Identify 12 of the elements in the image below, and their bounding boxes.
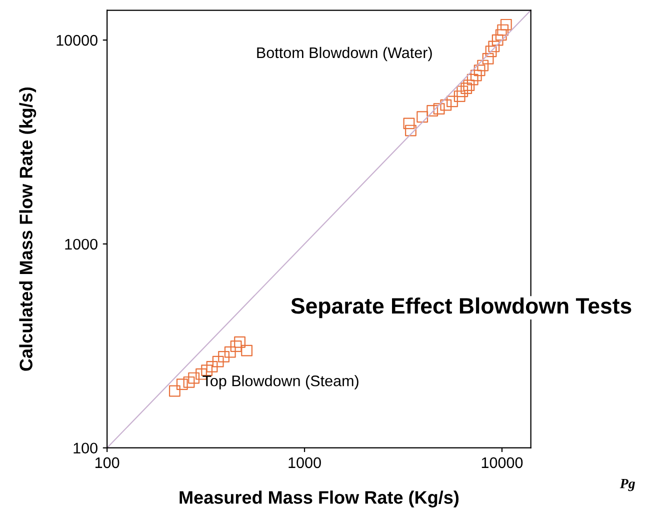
- y-tick-label: 10000: [56, 34, 98, 46]
- y-tick-label: 100: [74, 442, 98, 454]
- y-tick-label: 1000: [65, 238, 98, 250]
- annotation: Top Blowdown (Steam): [202, 375, 358, 390]
- text: Pg: [620, 479, 635, 492]
- x-tick-label: 10000: [482, 457, 523, 468]
- y-axis-title: Calculated Mass Flow Rate (kg/s): [19, 87, 36, 371]
- annotation: Bottom Blowdown (Water): [257, 46, 432, 62]
- x-tick-label: 100: [95, 457, 120, 468]
- annotation: Separate Effect Blowdown Tests: [291, 297, 632, 318]
- x-tick-label: 1000: [288, 457, 321, 468]
- x-axis-title: Measured Mass Flow Rate (Kg/s): [180, 490, 459, 508]
